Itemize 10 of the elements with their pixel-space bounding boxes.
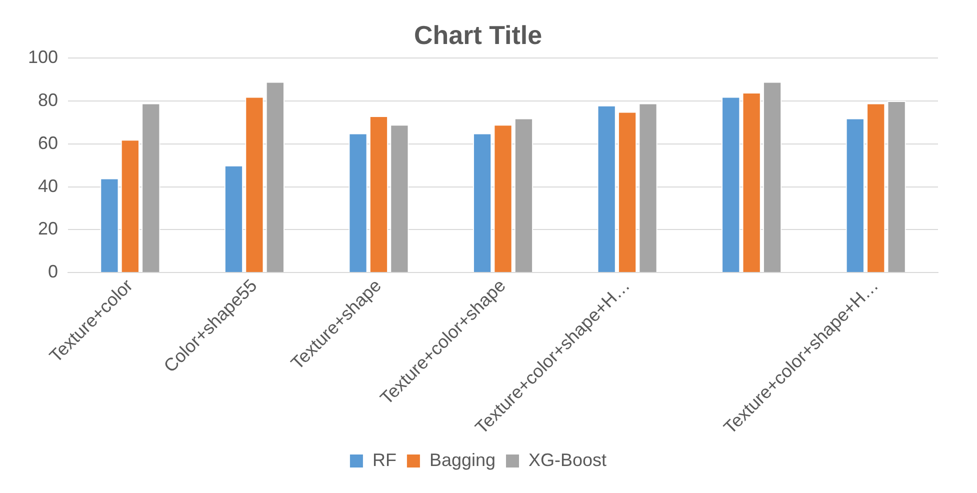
y-tick-label: 0 (48, 261, 58, 282)
y-tick-label: 40 (38, 176, 58, 196)
y-tick-label: 20 (38, 218, 58, 239)
y-tick-label: 60 (38, 132, 58, 153)
y-tick-label: 100 (28, 47, 58, 68)
legend-label: Bagging (429, 450, 496, 470)
chart-title: Chart Title (414, 20, 542, 50)
y-tick-label: 80 (38, 90, 58, 110)
legend-label: RF (372, 450, 396, 470)
legend-label: XG-Boost (528, 450, 607, 470)
